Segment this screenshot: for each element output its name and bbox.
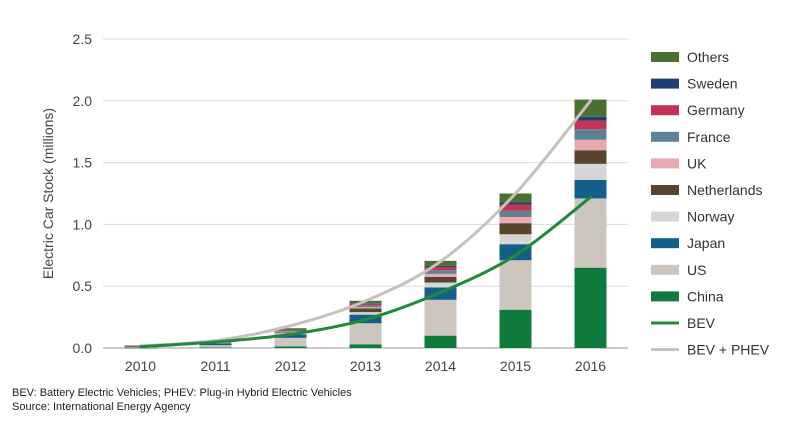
axes: 0.0 0.5 1.0 1.5 2.0 2.5 2010 2011 2012 2013 2014 20… bbox=[40, 31, 606, 374]
bar-segment bbox=[349, 312, 382, 315]
legend-label: Germany bbox=[687, 102, 745, 118]
bar-segment bbox=[424, 335, 457, 348]
x-tick-label: 2012 bbox=[275, 358, 306, 374]
legend-swatch bbox=[651, 52, 679, 62]
bar-segment bbox=[574, 267, 607, 348]
x-tick-label: 2014 bbox=[425, 358, 456, 374]
x-tick-label: 2010 bbox=[125, 358, 156, 374]
legend: Others Sweden Germany France UK Netherlands No… bbox=[651, 49, 770, 358]
legend-swatch bbox=[651, 238, 679, 249]
legend-swatch bbox=[651, 211, 679, 222]
bar-segment bbox=[349, 305, 382, 308]
y-axis-title: Electric Car Stock (millions) bbox=[40, 108, 56, 279]
bar-segment bbox=[499, 204, 532, 211]
x-tick-label: 2011 bbox=[200, 358, 230, 374]
bar-segment bbox=[349, 307, 382, 309]
legend-label: BEV bbox=[687, 315, 716, 331]
y-tick-label: 1.5 bbox=[73, 155, 93, 171]
bar-segment bbox=[199, 345, 232, 348]
legend-label: UK bbox=[687, 155, 707, 171]
bar-segment bbox=[499, 234, 532, 245]
bar-segment bbox=[574, 139, 607, 151]
legend-label: Japan bbox=[687, 235, 725, 251]
bar-segment bbox=[349, 308, 382, 313]
legend-swatch bbox=[651, 105, 679, 116]
bar-segment bbox=[574, 150, 607, 164]
legend-swatch bbox=[651, 78, 679, 89]
bar-segment bbox=[499, 223, 532, 235]
bar-segment bbox=[499, 260, 532, 310]
bar-segment bbox=[349, 344, 382, 348]
y-tick-label: 1.0 bbox=[73, 216, 93, 232]
bar-segment bbox=[424, 265, 457, 268]
trend-lines bbox=[139, 99, 592, 349]
bar-segment bbox=[274, 337, 307, 347]
bar-segment bbox=[574, 163, 607, 180]
bar-segment bbox=[274, 329, 307, 331]
bar-segment bbox=[574, 179, 607, 199]
legend-label: US bbox=[687, 262, 706, 278]
bar-segment bbox=[574, 129, 607, 140]
y-tick-label: 2.0 bbox=[73, 93, 93, 109]
bar-segment bbox=[274, 330, 307, 332]
bars bbox=[124, 99, 607, 349]
legend-swatch bbox=[651, 185, 679, 195]
bar-segment bbox=[574, 120, 607, 130]
bar-segment bbox=[424, 273, 457, 277]
bar-segment bbox=[349, 303, 382, 306]
bar-segment bbox=[274, 334, 307, 338]
bar-segment bbox=[424, 270, 457, 274]
bar-segment bbox=[274, 329, 307, 331]
y-tick-label: 2.5 bbox=[73, 31, 93, 47]
bar-segment bbox=[499, 216, 532, 224]
bar-segment bbox=[274, 328, 307, 330]
x-tick-label: 2015 bbox=[500, 358, 531, 374]
bar-segment bbox=[574, 116, 607, 121]
legend-label: Sweden bbox=[687, 76, 738, 92]
legend-swatch bbox=[651, 131, 679, 142]
footnote-definitions: BEV: Battery Electric Vehicles; PHEV: Pl… bbox=[12, 387, 352, 399]
bar-segment bbox=[349, 303, 382, 304]
legend-swatch bbox=[651, 291, 679, 302]
bar-segment bbox=[424, 267, 457, 271]
bar-segment bbox=[274, 346, 307, 348]
bar-segment bbox=[424, 260, 457, 266]
bar-segment bbox=[499, 309, 532, 348]
legend-label: Others bbox=[687, 49, 729, 65]
y-tick-label: 0.5 bbox=[73, 278, 93, 294]
bar-segment bbox=[199, 347, 232, 348]
footnote-source: Source: International Energy Agency bbox=[12, 401, 191, 413]
bar-segment bbox=[199, 343, 232, 346]
legend-label: France bbox=[687, 129, 731, 145]
bar-segment bbox=[274, 331, 307, 333]
bar-segment bbox=[424, 299, 457, 336]
bar-segment bbox=[424, 276, 457, 283]
legend-label: Norway bbox=[687, 209, 734, 225]
x-tick-label: 2016 bbox=[575, 358, 606, 374]
bar-segment bbox=[574, 198, 607, 268]
bar-segment bbox=[274, 332, 307, 334]
legend-label: BEV + PHEV bbox=[687, 342, 770, 358]
bar-segment bbox=[349, 323, 382, 345]
bar-segment bbox=[424, 282, 457, 288]
legend-swatch bbox=[651, 264, 679, 275]
legend-label: China bbox=[687, 288, 724, 304]
bar-segment bbox=[499, 210, 532, 217]
legend-label: Netherlands bbox=[687, 182, 763, 198]
bar-segment bbox=[499, 202, 532, 205]
x-tick-label: 2013 bbox=[350, 358, 381, 374]
bar-segment bbox=[499, 193, 532, 203]
y-tick-label: 0.0 bbox=[73, 340, 93, 356]
gridlines bbox=[103, 38, 628, 349]
legend-swatch bbox=[651, 158, 679, 169]
line-series bbox=[139, 195, 592, 349]
